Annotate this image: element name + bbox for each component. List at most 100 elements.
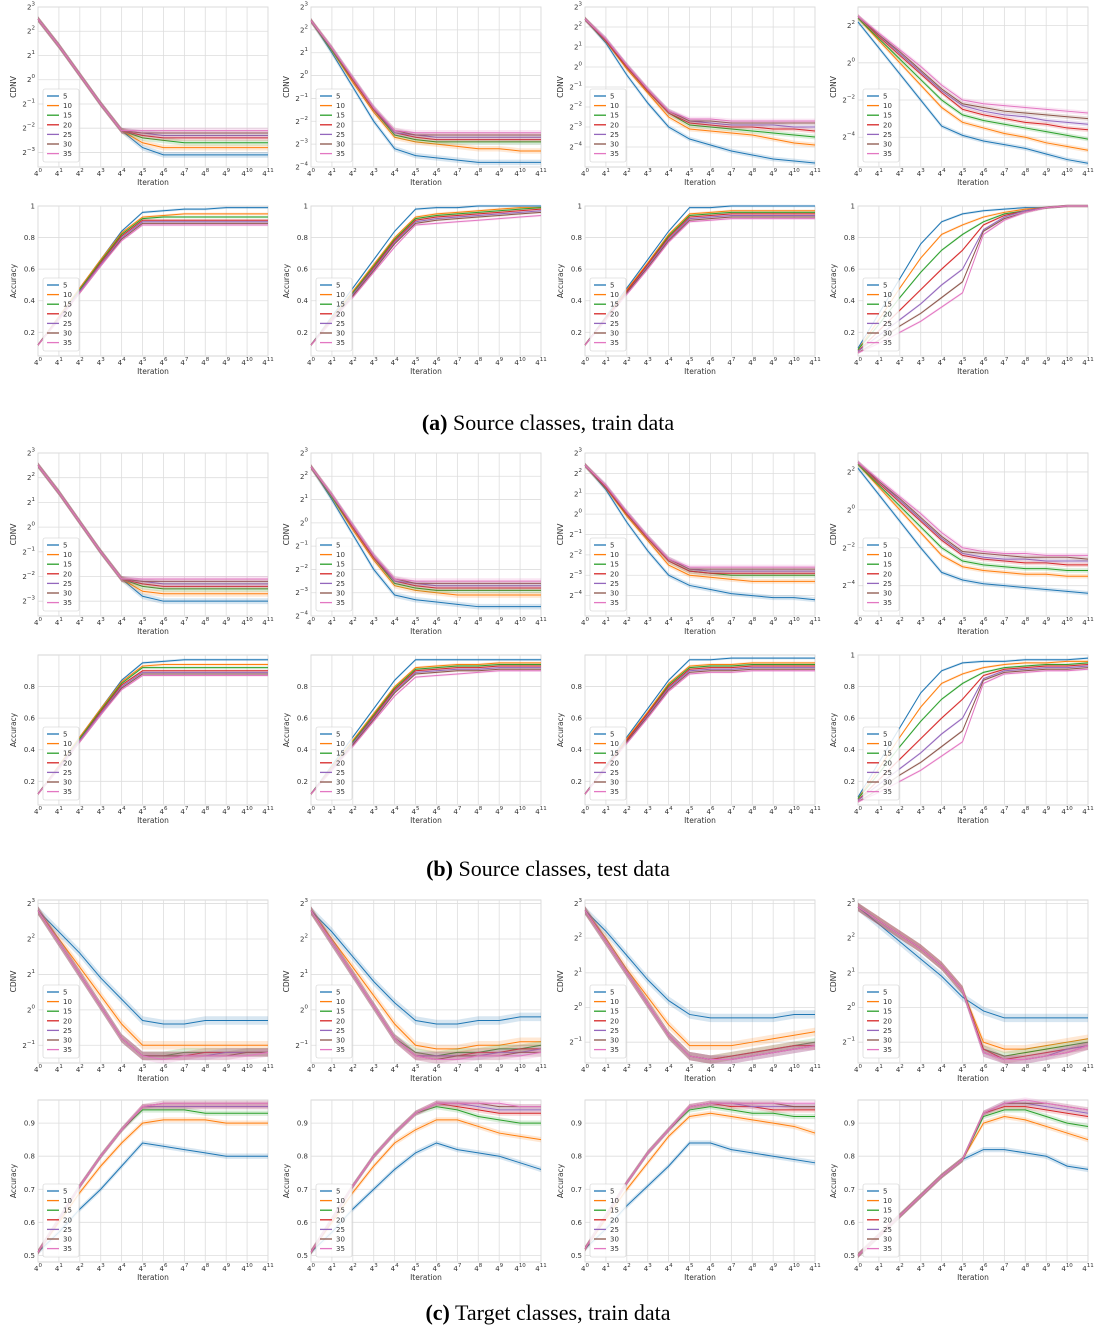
legend-label: 5 <box>336 542 340 550</box>
legend-label: 15 <box>63 301 72 309</box>
legend-label: 35 <box>883 788 892 796</box>
x-tick-label: 49 <box>222 617 230 627</box>
x-tick-label: 411 <box>262 617 273 627</box>
x-tick-label: 40 <box>34 357 42 367</box>
series-line-35 <box>584 18 815 122</box>
legend-label: 20 <box>63 121 72 129</box>
y-axis-label: Accuracy <box>556 263 565 298</box>
series-band <box>585 906 815 1064</box>
y-tick-label: 0.2 <box>844 329 855 337</box>
series-band <box>311 906 541 1061</box>
y-tick-label: 2−3 <box>569 122 582 132</box>
legend <box>862 984 900 1059</box>
x-tick-label: 40 <box>581 806 589 816</box>
series-band <box>585 462 815 584</box>
legend-label: 5 <box>883 282 887 290</box>
legend-label: 20 <box>336 1017 345 1025</box>
legend-label: 5 <box>883 93 887 101</box>
y-tick-label: 2−4 <box>295 611 308 621</box>
legend-label: 15 <box>63 1207 72 1215</box>
x-tick-label: 44 <box>391 617 399 627</box>
legend-label: 35 <box>610 1245 619 1253</box>
legend-label: 15 <box>883 750 892 758</box>
x-tick-label: 43 <box>917 1263 925 1273</box>
y-tick-label: 0.4 <box>297 297 309 305</box>
x-tick-label: 44 <box>391 1064 399 1074</box>
series-band <box>858 902 1088 1064</box>
x-tick-label: 47 <box>727 357 735 367</box>
x-tick-label: 49 <box>769 1064 777 1074</box>
legend <box>862 88 900 163</box>
legend-label: 15 <box>336 561 345 569</box>
x-tick-label: 43 <box>644 806 652 816</box>
x-tick-label: 41 <box>875 357 883 367</box>
y-tick-label: 0.2 <box>571 778 582 786</box>
legend-label: 10 <box>63 740 72 748</box>
series-line-5 <box>857 906 1088 1019</box>
x-tick-label: 45 <box>139 1263 147 1273</box>
y-tick-label: 2−2 <box>842 95 855 105</box>
legend <box>315 984 353 1059</box>
y-tick-label: 0.6 <box>24 1219 36 1227</box>
x-tick-label: 43 <box>97 168 105 178</box>
series-band <box>585 1103 815 1252</box>
x-tick-label: 46 <box>432 806 440 816</box>
legend-label: 25 <box>610 1226 619 1234</box>
series-line-10 <box>584 464 815 582</box>
legend-label: 10 <box>883 1197 892 1205</box>
y-tick-label: 0.4 <box>297 746 309 754</box>
x-tick-label: 46 <box>159 168 167 178</box>
y-axis-label: Accuracy <box>9 712 18 747</box>
series-line-5 <box>857 21 1089 164</box>
y-tick-label: 20 <box>574 509 582 519</box>
series-band <box>858 660 1088 800</box>
legend-label: 5 <box>610 93 614 101</box>
chart-panel: 40 41 42 43 44 45 46 47 48 49 410 411 2−4 2−3 2−2 2−1 20… <box>282 2 547 188</box>
x-tick-label: 46 <box>979 1263 987 1273</box>
y-tick-label: 23 <box>300 448 308 458</box>
legend-label: 35 <box>336 599 345 607</box>
y-tick-label: 0.2 <box>571 329 582 337</box>
x-tick-label: 43 <box>644 1064 652 1074</box>
series-line-10 <box>584 18 816 146</box>
legend-label: 30 <box>63 330 72 338</box>
chart-panel: 40 41 42 43 44 45 46 47 48 49 410 411 2−1 20 21 22 23 Ite… <box>9 898 274 1083</box>
x-tick-label: 44 <box>391 806 399 816</box>
x-tick-label: 48 <box>474 357 482 367</box>
y-tick-label: 2−4 <box>569 590 582 600</box>
legend-label: 35 <box>336 150 345 158</box>
legend-label: 10 <box>336 740 345 748</box>
legend-label: 20 <box>883 1017 892 1025</box>
series-line-10 <box>310 20 541 152</box>
x-tick-label: 44 <box>118 617 126 627</box>
series-line-20 <box>857 15 1089 131</box>
legend-label: 5 <box>610 731 614 739</box>
y-tick-label: 22 <box>574 22 582 32</box>
x-tick-label: 40 <box>581 1064 589 1074</box>
x-tick-label: 411 <box>262 1064 273 1074</box>
x-tick-label: 47 <box>453 1263 461 1273</box>
legend-label: 30 <box>336 330 345 338</box>
legend-label: 25 <box>883 1226 892 1234</box>
x-tick-label: 411 <box>535 357 546 367</box>
x-tick-label: 41 <box>55 168 63 178</box>
series-band <box>38 906 268 1064</box>
x-tick-label: 41 <box>602 617 610 627</box>
x-tick-label: 49 <box>1042 617 1050 627</box>
y-tick-label: 20 <box>27 74 35 84</box>
x-tick-label: 42 <box>896 168 904 178</box>
y-tick-label: 2−2 <box>569 102 582 112</box>
legend-label: 35 <box>336 1245 345 1253</box>
x-axis-label: Iteration <box>410 816 442 825</box>
x-tick-label: 46 <box>159 806 167 816</box>
legend-label: 35 <box>610 339 619 347</box>
y-tick-label: 21 <box>300 47 308 57</box>
x-tick-label: 410 <box>788 1263 800 1273</box>
x-tick-label: 44 <box>938 168 946 178</box>
legend-label: 30 <box>336 779 345 787</box>
x-tick-label: 48 <box>474 617 482 627</box>
x-tick-label: 42 <box>896 357 904 367</box>
y-tick-label: 0.6 <box>571 266 583 274</box>
chart-panel: 40 41 42 43 44 45 46 47 48 49 410 411 0.2 0.4 0.6 0.8 It… <box>556 654 821 825</box>
y-tick-label: 0.5 <box>24 1252 35 1260</box>
